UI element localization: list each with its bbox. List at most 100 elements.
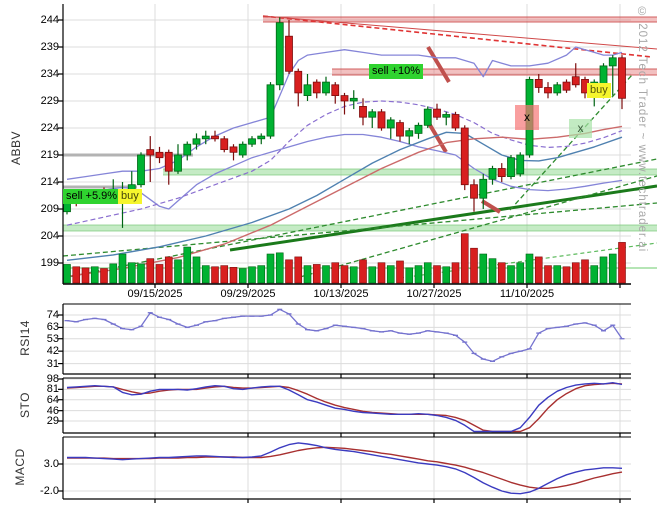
candle-body xyxy=(497,168,506,178)
price-tick-label: 229 xyxy=(40,95,59,107)
macd-tick-label: -2.0 xyxy=(40,485,59,497)
volume-bar xyxy=(285,259,293,284)
volume-bar xyxy=(571,262,580,284)
volume-bar xyxy=(340,265,349,284)
rsi-tick-label: 42 xyxy=(46,345,59,358)
annotation-sell-mid: sell +10% xyxy=(369,64,424,79)
trend-dashed-green-3 xyxy=(299,175,657,278)
candle-body xyxy=(248,138,256,145)
ma-red xyxy=(66,125,623,278)
rsi-line xyxy=(66,308,623,362)
rsi-tick-label: 74 xyxy=(46,309,59,321)
volume-bar xyxy=(405,267,414,284)
rsi-tick-label: 31 xyxy=(46,357,59,370)
candle-body xyxy=(386,119,395,129)
volume-bar xyxy=(442,266,451,284)
date-tick-label: 10/13/2025 xyxy=(313,288,369,300)
candle-body xyxy=(405,130,414,137)
candle-body xyxy=(220,138,229,151)
sell-band-mid xyxy=(332,69,657,75)
price-tick-label: 214 xyxy=(40,176,59,188)
volume-bar xyxy=(81,267,90,284)
ma-dashed-purple xyxy=(66,100,623,226)
candle-body xyxy=(396,122,404,137)
candle-body xyxy=(349,97,358,102)
volume-bar xyxy=(377,262,386,284)
band-lower-purple xyxy=(66,133,623,210)
candle-body xyxy=(192,138,201,145)
price-tick-label: 204 xyxy=(40,230,59,242)
volume-bar xyxy=(349,266,358,284)
sto-k-line xyxy=(66,382,623,433)
candle-body xyxy=(507,157,515,177)
price-tick-label: 224 xyxy=(40,122,59,134)
candle-body xyxy=(146,149,155,156)
band-upper-purple xyxy=(66,46,623,180)
volume-bar xyxy=(63,264,71,284)
symbol-label: ABBV xyxy=(9,130,23,166)
candle-body xyxy=(155,151,164,159)
volume-bar xyxy=(257,265,266,284)
volume-bar xyxy=(534,256,543,284)
macd-signal-line xyxy=(67,446,623,489)
volume-bar xyxy=(516,262,525,284)
volume-bar xyxy=(599,256,608,284)
annotation-buy-early: buy xyxy=(118,189,142,204)
volume-bar xyxy=(229,267,238,284)
volume-bar xyxy=(90,266,99,284)
annotation-buy-late: buy xyxy=(587,83,611,98)
candle-body xyxy=(303,84,312,97)
volume-bar xyxy=(488,258,497,284)
resistance-solid-red xyxy=(262,15,657,50)
candle-body xyxy=(137,154,145,186)
volume-bar xyxy=(497,262,506,284)
annotation-x-lower: x xyxy=(569,119,592,138)
volume-bar xyxy=(174,259,182,284)
volume-bar xyxy=(386,265,395,284)
volume-bar xyxy=(248,266,256,284)
sto-tick-label: 64 xyxy=(46,393,59,406)
volume-bar xyxy=(544,265,552,284)
candle-body xyxy=(433,108,441,118)
volume-bar xyxy=(137,263,145,284)
date-tick-label: 09/15/2025 xyxy=(127,288,183,300)
trend-dashed-green-2 xyxy=(62,158,657,279)
volume-bar xyxy=(192,256,201,284)
candle-body xyxy=(470,184,478,199)
volume-bar xyxy=(581,259,589,284)
candle-body xyxy=(275,22,284,86)
buy-band-lower xyxy=(63,225,657,231)
sto-tick-label: 29 xyxy=(46,415,59,428)
price-tick-label: 234 xyxy=(40,68,59,80)
price-tick-label: 199 xyxy=(40,257,59,269)
candle-body xyxy=(488,168,497,180)
red-ribbon-c xyxy=(480,199,502,214)
volume-bar xyxy=(433,265,441,284)
candle-body xyxy=(201,135,210,140)
candle-body xyxy=(562,81,571,91)
candle-body xyxy=(294,70,303,94)
volume-bar xyxy=(414,265,423,284)
volume-bar xyxy=(331,262,340,284)
candle-body xyxy=(238,143,247,156)
trend-dashed-green-1 xyxy=(62,202,657,257)
price-tick-label: 239 xyxy=(40,41,59,53)
candle-body xyxy=(285,35,293,72)
volume-bar xyxy=(470,247,478,284)
volume-bar xyxy=(211,266,219,284)
resistance-dashed-red xyxy=(262,15,653,58)
macd-panel-label: MACD xyxy=(13,448,27,486)
volume-bar xyxy=(294,256,303,284)
volume-bar xyxy=(608,253,617,284)
price-tick-label: 219 xyxy=(40,149,59,161)
sto-tick-label: 46 xyxy=(46,404,59,417)
sell-band-top xyxy=(263,17,657,22)
candle-body xyxy=(516,154,525,175)
sto-tick-label: 81 xyxy=(46,383,59,396)
candle-body xyxy=(608,57,617,67)
support-solid-green xyxy=(229,184,657,252)
candle-body xyxy=(340,95,349,102)
date-tick-label: 10/27/2025 xyxy=(406,288,462,300)
